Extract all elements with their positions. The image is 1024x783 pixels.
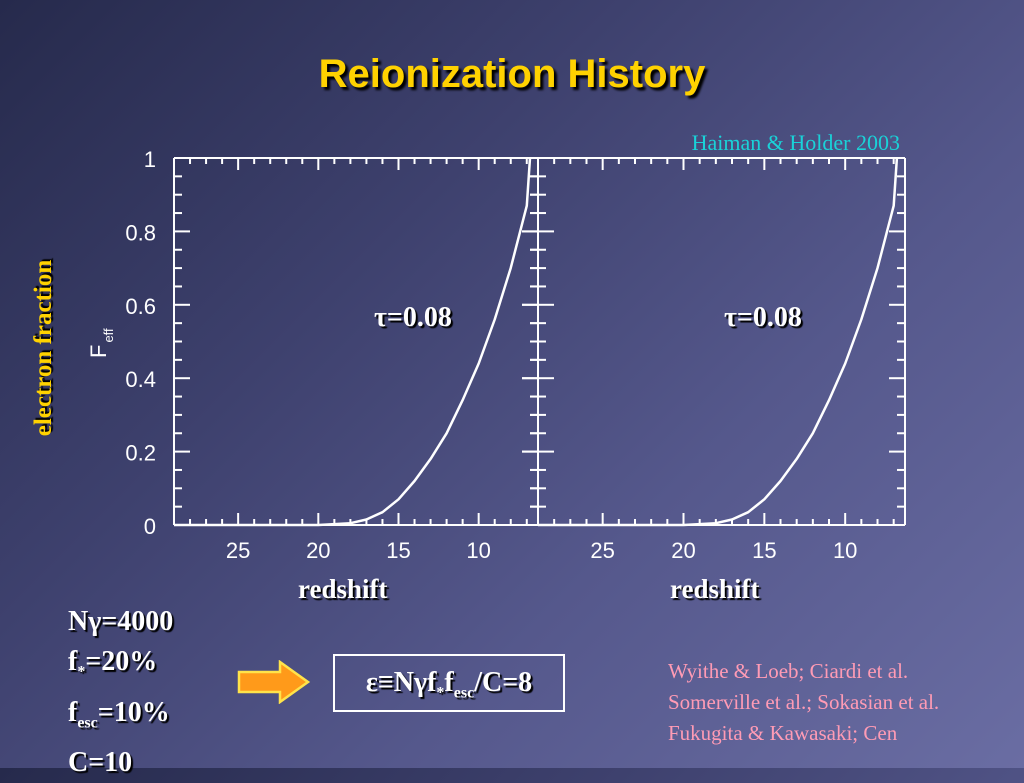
ionization-curve — [174, 157, 532, 527]
arrow-right-icon — [237, 660, 311, 704]
param-fstar-value: =20% — [85, 646, 158, 677]
x-tick-label: 20 — [671, 538, 695, 563]
param-fstar-sub: * — [77, 663, 86, 681]
formula-f: f — [427, 667, 437, 698]
x-tick-label: 25 — [590, 538, 614, 563]
param-ngamma-prefix: N — [68, 606, 89, 637]
y-tick-label: 0.6 — [125, 294, 156, 319]
y-tick-label: 1 — [144, 147, 156, 172]
formula-rest: /C=8 — [474, 667, 533, 698]
param-fesc: fesc=10% — [68, 693, 173, 744]
tau-annotation-left: τ=0.08 — [374, 302, 452, 333]
y-tick-label: 0.4 — [125, 367, 156, 392]
panel-right: 25 20 15 10 — [522, 157, 906, 563]
ionization-curve — [538, 157, 899, 527]
inner-ylabel-main: F — [86, 345, 111, 358]
epsilon-formula-box: ε≡Nγf*fesc/C=8 — [333, 654, 565, 712]
tau-annotation-right: τ=0.08 — [724, 302, 802, 333]
formula-eps: ε≡N — [365, 667, 414, 698]
slide-title: Reionization History — [318, 52, 706, 96]
y-tick-label: 0.8 — [125, 220, 156, 245]
x-tick-label: 25 — [226, 538, 250, 563]
formula-f2: f — [444, 667, 454, 698]
y-tick-label: 0.2 — [125, 441, 156, 466]
citation: Haiman & Holder 2003 — [691, 130, 900, 155]
references: Wyithe & Loeb; Ciardi et al. Somerville … — [668, 656, 939, 749]
x-tick-label: 10 — [466, 538, 490, 563]
x-tick-label: 20 — [306, 538, 330, 563]
param-fesc-sub: esc — [77, 714, 98, 732]
formula-esc: esc — [453, 684, 475, 702]
param-ngamma: Nγ=4000 — [68, 602, 173, 642]
x-tick-label: 15 — [752, 538, 776, 563]
inner-ylabel: Feff — [86, 328, 116, 358]
param-fstar-prefix: f — [68, 646, 78, 677]
param-ngamma-symbol: γ — [88, 606, 102, 637]
y-tick-label: 0 — [144, 514, 156, 539]
param-fesc-value: =10% — [97, 696, 170, 728]
param-ngamma-value: =4000 — [101, 606, 174, 637]
parameter-list: Nγ=4000 f*=20% fesc=10% C=10 — [68, 602, 173, 783]
reference-line: Wyithe & Loeb; Ciardi et al. — [668, 659, 909, 683]
x-tick-label: 15 — [386, 538, 410, 563]
x-tick-label: 10 — [833, 538, 857, 563]
formula-gamma: γ — [413, 667, 428, 698]
formula-star: * — [436, 684, 445, 702]
reference-line: Fukugita & Kawasaki; Cen — [668, 721, 898, 745]
x-axis-label-left: redshift — [298, 574, 388, 604]
panel-left: 0 0.2 0.4 0.6 0.8 1 25 20 15 10 — [125, 147, 538, 563]
param-clumping: C=10 — [68, 747, 133, 779]
param-fesc-prefix: f — [68, 696, 78, 728]
x-axis-label-right: redshift — [670, 574, 760, 604]
reference-line: Somerville et al.; Sokasian et al. — [668, 690, 940, 714]
param-fstar: f*=20% — [68, 642, 173, 693]
inner-ylabel-sub: eff — [101, 328, 116, 343]
